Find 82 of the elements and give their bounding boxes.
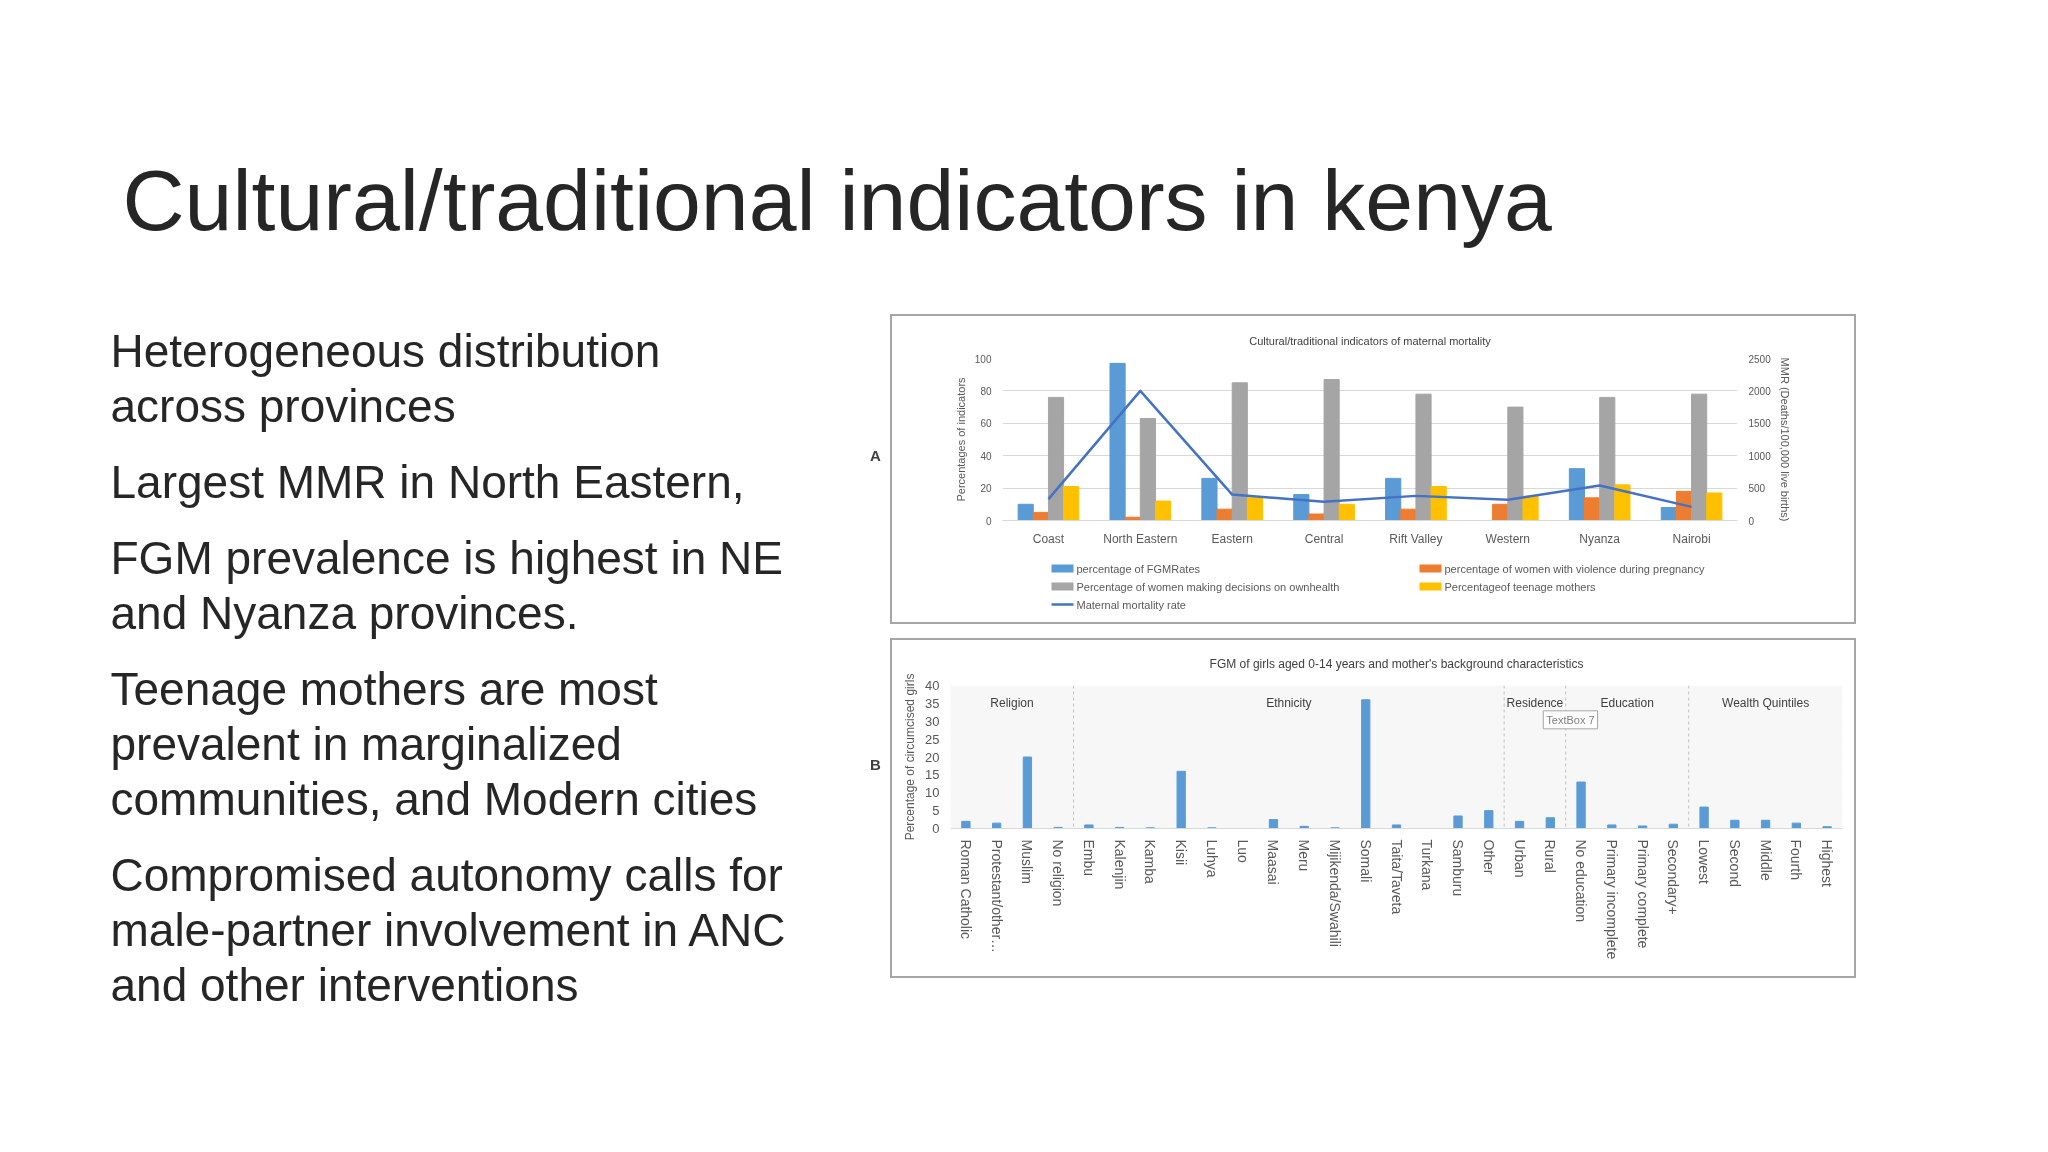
x-tick-label: Kamba [1142,839,1159,885]
text: B [870,756,882,773]
x-tick-label: Second [1726,839,1743,887]
band-label: Wealth Quintiles [1722,695,1810,710]
x-tick-label: Samburu [1450,839,1467,897]
x-tick-label: Meru [1296,839,1313,872]
y-tick-label: 30 [925,713,940,729]
legend-label: Percentageof teenage mothers [1444,580,1597,593]
y-tick-label: 10 [925,785,940,801]
text: Largest MMR in North Eastern, [110,455,745,508]
y2-tick-label: 1000 [1748,450,1772,462]
y2-tick-label: 2000 [1748,385,1772,397]
y-tick-label: 40 [980,450,992,462]
y-axis-title: Percentages of indicators [954,376,967,502]
x-tick-label: Lowest [1696,839,1713,884]
x-tick-label: No religion [1050,839,1067,907]
x-tick-label: Secondary+ [1665,839,1682,915]
x-tick-label: Protestant/other… [988,839,1005,954]
y-tick-label: 20 [925,749,940,765]
legend-label: percentage of women with violence during pregnancy [1444,562,1705,575]
y-tick-label: 60 [980,418,992,430]
x-tick-label: Embu [1080,839,1097,877]
x-tick-label: North Eastern [1103,531,1178,546]
y-tick-label: 80 [980,385,992,397]
legend-label: Percentage of women making decisions on ownhealth [1076,580,1340,593]
x-tick-label: Kalenjin [1111,839,1128,890]
x-tick-label: Primary complete [1634,839,1651,949]
x-tick-label: Middle [1757,839,1774,881]
text: Teenage mothers are most prevalent in marginalized communities, and Modern cities [110,662,758,825]
y-axis-title: Percentage of circumcised girls [903,673,918,841]
y2-tick-label: 1500 [1748,418,1772,430]
x-tick-label: Mijikenda/Swahili [1326,839,1343,947]
text: A [870,447,882,464]
chart-title: Cultural/traditional indicators of maternal mortality [1249,334,1492,347]
chart-title: FGM of girls aged 0-14 years and mother's background characteristics [1209,657,1584,671]
y-tick-label: 5 [932,803,940,819]
y-tick-label: 35 [925,695,940,711]
x-tick-label: Western [1485,531,1531,546]
x-tick-label: Nairobi [1672,531,1711,546]
x-tick-label: Coast [1032,531,1065,546]
x-tick-label: Maasai [1265,839,1282,885]
x-tick-label: Kisii [1173,839,1190,866]
text: Compromised autonomy calls for male-partner involvement in ANC and other interventions [110,848,786,1011]
x-tick-label: Central [1304,531,1344,546]
y-tick-label: 15 [925,767,940,783]
x-tick-label: No education [1573,839,1590,923]
annotation: TextBox 7 [1546,713,1595,726]
x-tick-label: Other [1480,839,1497,875]
x-tick-label: Nyanza [1579,531,1621,546]
x-tick-label: Fourth [1788,839,1805,880]
text: FGM prevalence is highest in NE and Nyanza provinces. [110,531,783,639]
band-label: Religion [990,695,1034,710]
x-tick-label: Muslim [1019,839,1036,884]
y-tick-label: 40 [925,678,940,693]
text: Cultural/traditional indicators in kenya [122,151,1552,248]
x-tick-label: Luo [1234,839,1251,864]
x-tick-label: Rural [1542,839,1559,873]
y2-tick-label: 2500 [1748,353,1772,365]
x-tick-label: Primary incomplete [1603,839,1620,960]
y-tick-label: 0 [932,821,940,836]
y-tick-label: 20 [980,483,992,495]
legend-label: Maternal mortality rate [1076,598,1186,611]
y2-axis-title: MMR (Deaths/100,000 live births) [1778,357,1791,522]
x-tick-label: Turkana [1419,839,1436,891]
band-label: Education [1600,695,1654,710]
legend-label: percentage of FGMRates [1076,562,1201,575]
x-tick-label: Urban [1511,839,1528,878]
y-tick-label: 0 [985,515,992,527]
x-tick-label: Luhya [1203,839,1220,878]
band-label: Ethnicity [1266,695,1312,710]
x-tick-label: Somali [1357,839,1374,883]
band-label: Residence [1506,695,1564,710]
x-tick-label: Rift Valley [1389,531,1443,546]
x-tick-label: Eastern [1211,531,1253,546]
y2-tick-label: 500 [1748,483,1766,495]
y-tick-label: 100 [974,353,992,365]
x-tick-label: Taita/Taveta [1388,839,1405,915]
x-tick-label: Highest [1819,839,1836,888]
y2-tick-label: 0 [1748,515,1755,527]
y-tick-label: 25 [925,731,940,747]
text: Heterogeneous distribution across provinces [110,324,661,432]
x-tick-label: Roman Catholic [957,839,974,940]
